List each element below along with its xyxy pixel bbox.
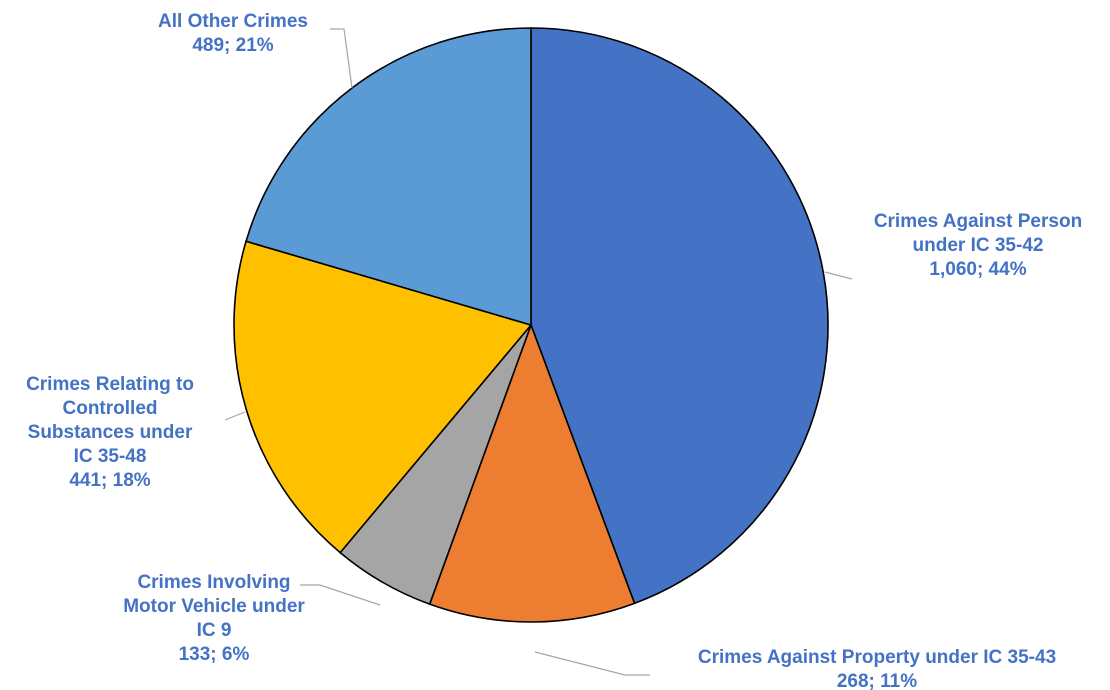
leader-line-5 xyxy=(330,28,353,89)
data-label-category: Motor Vehicle under xyxy=(123,596,305,617)
data-label-category: Controlled xyxy=(63,398,158,419)
data-label-category: Crimes Against Person xyxy=(874,211,1082,232)
data-label-category: All Other Crimes xyxy=(158,11,308,32)
data-label-category: IC 9 xyxy=(197,620,232,641)
data-labels: Crimes Against Person under IC 35-42 1,060… xyxy=(26,11,1082,690)
data-label-value: 489; 21% xyxy=(192,35,273,56)
data-label-category: Crimes Involving xyxy=(137,572,290,593)
leader-line-4 xyxy=(224,411,246,421)
data-label-4: Crimes Relating to Controlled Substances u… xyxy=(26,374,194,491)
data-label-category: IC 35-48 xyxy=(74,446,147,467)
pie-slices xyxy=(233,27,829,623)
data-label-category: Crimes Relating to xyxy=(26,374,194,395)
data-label-value: 268; 11% xyxy=(837,671,917,690)
pie-slice-5 xyxy=(245,27,532,327)
data-label-1: Crimes Against Person under IC 35-42 1,060… xyxy=(874,211,1082,280)
pie-slice-4 xyxy=(233,240,533,554)
data-label-category: Crimes Against Property under IC 35-43 xyxy=(698,647,1056,668)
pie-slice-2 xyxy=(428,322,636,623)
leader-line-3 xyxy=(300,584,381,606)
data-label-5: All Other Crimes 489; 21% xyxy=(158,11,308,56)
leader-lines xyxy=(224,28,853,676)
data-label-2: Crimes Against Property under IC 35-43 26… xyxy=(698,647,1056,690)
leader-line-2 xyxy=(534,651,650,676)
pie-slice-1 xyxy=(530,27,829,605)
data-label-3: Crimes Involving Motor Vehicle under IC 9 1… xyxy=(123,572,305,665)
data-label-value: 441; 18% xyxy=(69,470,150,491)
data-label-category: Substances under xyxy=(28,422,193,443)
data-label-value: 1,060; 44% xyxy=(929,259,1026,280)
data-label-category: under IC 35-42 xyxy=(913,235,1044,256)
leader-line-1 xyxy=(824,271,853,280)
data-label-value: 133; 6% xyxy=(179,644,250,665)
